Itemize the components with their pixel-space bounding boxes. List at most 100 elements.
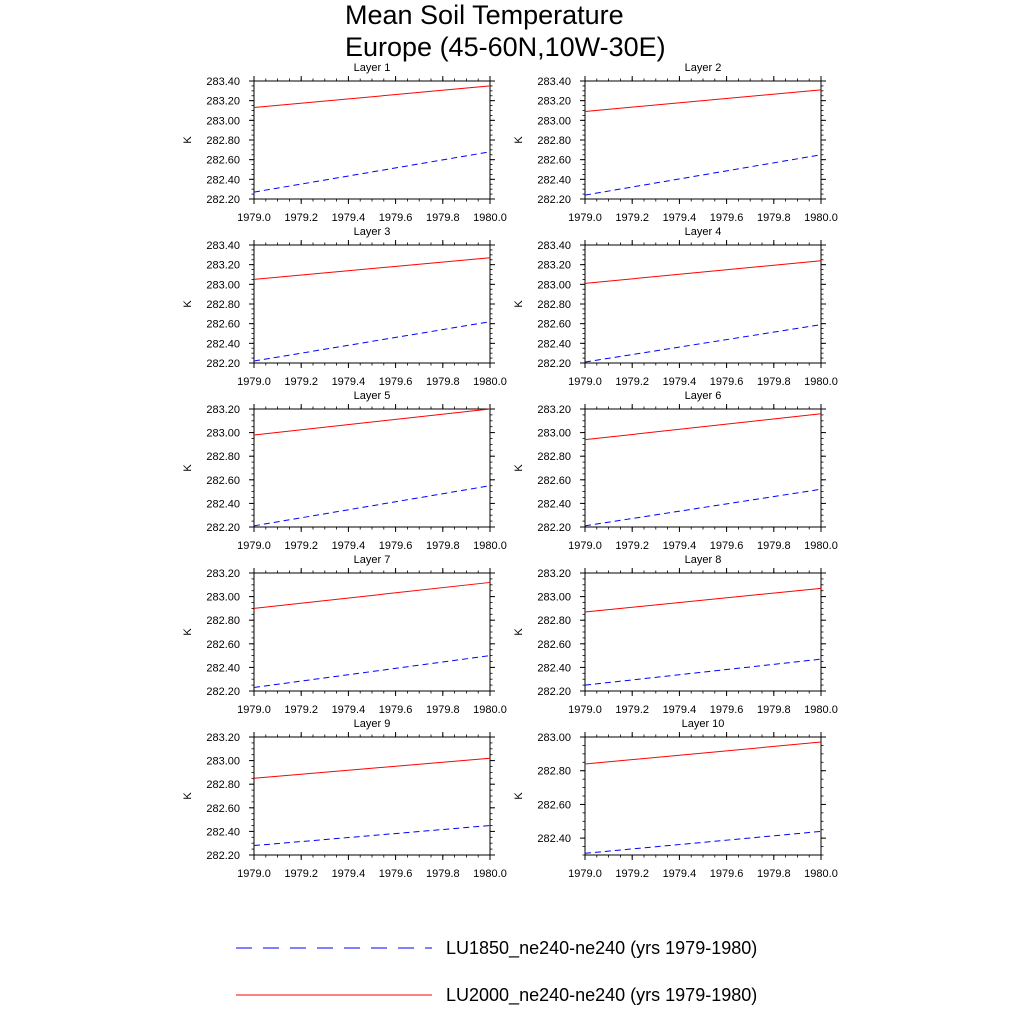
panel-10-ytick-label: 282.40 [537,833,571,845]
panel-7-xtick-label: 1979.8 [426,704,460,716]
panel-6-ytick-label: 282.20 [537,522,571,534]
panel-9-title: Layer 9 [354,718,391,730]
panel-8-xtick-label: 1979.4 [663,704,697,716]
panel-9-ytick-label: 282.80 [206,779,240,791]
panel-5-xtick-label: 1979.4 [332,540,366,552]
panel-1-ytick-label: 283.20 [206,96,240,108]
panel-10-ylabel: K [513,792,525,800]
panel-9-series-lu2000-line [253,757,491,779]
panel-6-xtick-label: 1979.0 [568,540,602,552]
panel-5-xtick-label: 1979.2 [284,540,318,552]
panel-9-xtick-label: 1979.2 [284,868,318,880]
panel-1-frame [253,80,491,200]
panel-2-xtick-label: 1979.4 [663,212,697,224]
panel-2-ytick-label: 282.60 [537,155,571,167]
panel-9-ytick-label: 282.40 [206,826,240,838]
panel-2-ytick-label: 283.20 [537,96,571,108]
panel-7-xtick-label: 1979.0 [237,704,271,716]
panel-7-xtick-label: 1979.4 [332,704,366,716]
panel-4-ytick-label: 282.20 [537,358,571,370]
panel-1-series-lu1850-line [253,151,491,193]
panel-8-series-lu1850-line [584,658,822,686]
panel-4-ytick-label: 282.40 [537,338,571,350]
panel-4-xtick-label: 1980.0 [804,376,838,388]
panel-4-xtick-label: 1979.8 [757,376,791,388]
panel-4-series-lu2000-line [584,260,822,284]
panel-4-series-lu1850-line [584,324,822,363]
panel-7-ylabel: K [182,628,194,636]
panel-9-xtick-label: 1979.4 [332,868,366,880]
panel-7-series-lu2000-line [253,581,491,609]
panel-3-xtick-label: 1979.6 [379,376,413,388]
panel-9-xtick-label: 1979.6 [379,868,413,880]
panel-7-ytick-label: 282.60 [206,639,240,651]
panel-5-frame [253,408,491,528]
panel-1-ytick-label: 282.40 [206,174,240,186]
panel-8-ytick-label: 283.00 [537,592,571,604]
panel-3-ytick-label: 282.40 [206,338,240,350]
panel-4-frame [584,244,822,364]
panel-10-xtick-label: 1979.4 [663,868,697,880]
panel-5-xtick-label: 1979.8 [426,540,460,552]
panel-1-ylabel: K [182,136,194,144]
chart-title-line-1: Mean Soil Temperature [345,0,624,30]
panel-6-xtick-label: 1979.8 [757,540,791,552]
panel-7-ytick-label: 282.20 [206,686,240,698]
panel-10-xtick-label: 1979.8 [757,868,791,880]
panel-6-ytick-label: 283.00 [537,428,571,440]
panel-2-xtick-label: 1979.6 [710,212,744,224]
panel-9-ytick-label: 283.00 [206,756,240,768]
panel-7-title: Layer 7 [354,554,391,566]
panel-1-ytick-label: 283.00 [206,115,240,127]
panel-4-ytick-label: 282.60 [537,319,571,331]
panel-7-ytick-label: 282.40 [206,662,240,674]
panel-5-ytick-label: 282.60 [206,475,240,487]
panel-9-xtick-label: 1980.0 [473,868,507,880]
panel-8-xtick-label: 1980.0 [804,704,838,716]
panel-3-ytick-label: 282.60 [206,319,240,331]
panel-3-ytick-label: 283.40 [206,240,240,252]
panel-3-series-lu1850-line [253,321,491,362]
panel-6-xtick-label: 1980.0 [804,540,838,552]
legend-label-1: LU1850_ne240-ne240 (yrs 1979-1980) [446,938,757,959]
panel-6-title: Layer 6 [685,390,722,402]
panel-1-xtick-label: 1979.0 [237,212,271,224]
panel-2-xtick-label: 1979.8 [757,212,791,224]
panel-7-series-lu1850-line [253,655,491,688]
panel-3-xtick-label: 1979.4 [332,376,366,388]
panel-2-frame [584,80,822,200]
panel-3-ytick-label: 282.20 [206,358,240,370]
panel-2-xtick-label: 1979.0 [568,212,602,224]
panel-9-ytick-label: 282.60 [206,803,240,815]
panel-3-xtick-label: 1979.0 [237,376,271,388]
panel-8-xtick-label: 1979.8 [757,704,791,716]
panel-2-ytick-label: 282.80 [537,135,571,147]
panel-7-frame [253,572,491,692]
panel-10-xtick-label: 1979.0 [568,868,602,880]
panel-3-ytick-label: 283.20 [206,260,240,272]
panel-2-xtick-label: 1979.2 [615,212,649,224]
panel-3-series-lu2000-line [253,257,491,280]
panel-9-xtick-label: 1979.0 [237,868,271,880]
panel-10-frame [584,736,822,856]
panel-3-xtick-label: 1979.8 [426,376,460,388]
panel-8-ytick-label: 282.40 [537,662,571,674]
panel-1-xtick-label: 1979.8 [426,212,460,224]
panel-9-frame [253,736,491,856]
panel-2-series-lu1850-line [584,154,822,196]
panel-9-ytick-label: 282.20 [206,850,240,862]
panel-6-series-lu2000-line [584,413,822,441]
panel-8-ytick-label: 282.20 [537,686,571,698]
panel-5-series-lu1850-line [253,485,491,527]
panel-9-xtick-label: 1979.8 [426,868,460,880]
panel-1-xtick-label: 1980.0 [473,212,507,224]
panel-10-xtick-label: 1979.6 [710,868,744,880]
panel-6-ytick-label: 283.20 [537,404,571,416]
panel-9-series-lu1850-line [253,825,491,847]
panel-4-xtick-label: 1979.0 [568,376,602,388]
panel-5-xtick-label: 1980.0 [473,540,507,552]
panel-3-frame [253,244,491,364]
panel-10-series-lu2000-line [584,741,822,765]
panel-1-xtick-label: 1979.4 [332,212,366,224]
panel-8-ylabel: K [513,628,525,636]
